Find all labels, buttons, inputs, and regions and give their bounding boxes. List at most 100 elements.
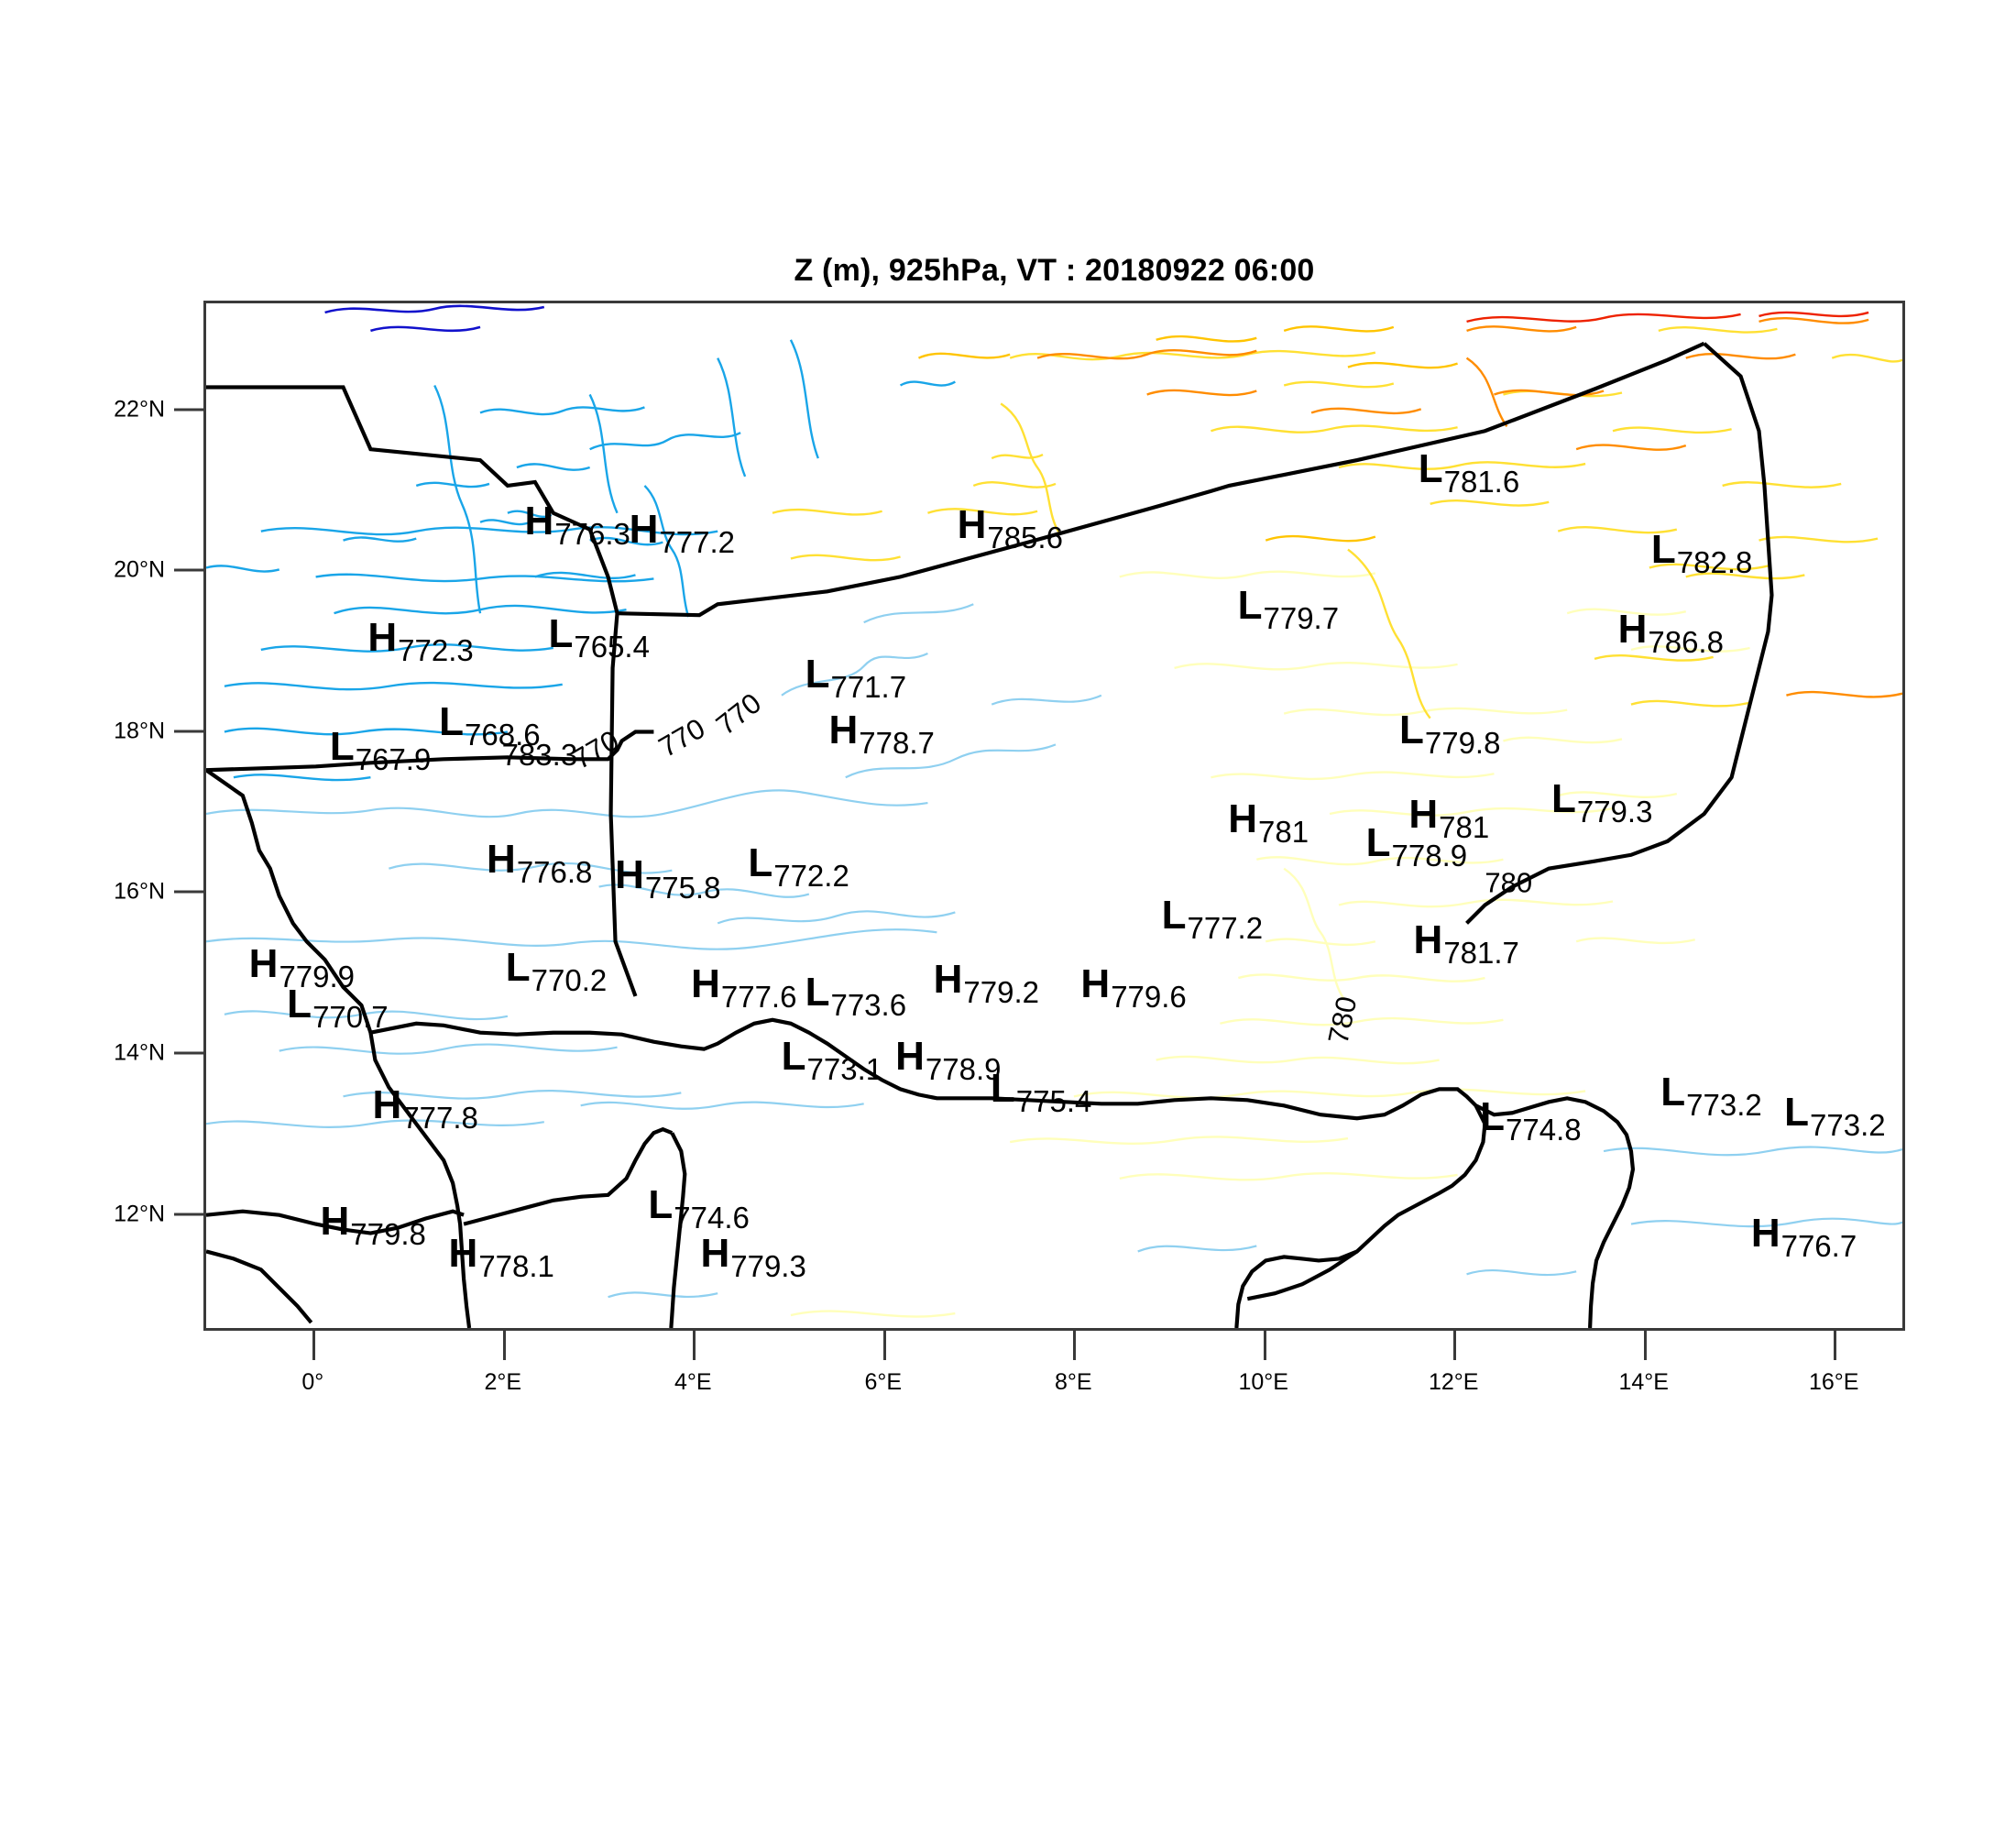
extremum-symbol: H xyxy=(895,1033,925,1079)
extremum-symbol: H xyxy=(448,1230,478,1276)
extremum-value: 779.8 xyxy=(350,1216,426,1251)
extremum-value: 765.4 xyxy=(574,629,650,664)
extremum-symbol: H xyxy=(933,957,963,1003)
y-axis-tick-label: 22°N xyxy=(114,396,165,423)
extremum-value: 778.1 xyxy=(478,1248,554,1283)
low-center-label: L773.1 xyxy=(781,1033,882,1084)
y-axis-tick-mark xyxy=(174,890,203,894)
page-title: Z (m), 925hPa, VT : 20180922 06:00 xyxy=(794,253,1315,288)
low-center-label: L782.8 xyxy=(1651,529,1752,577)
high-center-label: H776.7 xyxy=(1751,1213,1857,1262)
high-center-label: H779.6 xyxy=(1080,960,1186,1012)
extremum-value: 779.7 xyxy=(1263,601,1340,636)
extremum-symbol: L xyxy=(1237,583,1263,629)
x-axis-tick-mark xyxy=(1263,1331,1266,1360)
extremum-value: 786.8 xyxy=(1648,625,1724,660)
high-center-label: H786.8 xyxy=(1617,607,1724,658)
contour-value-label: 780 xyxy=(1485,866,1533,899)
extremum-value: 776.8 xyxy=(516,854,593,889)
extremum-value: 772.2 xyxy=(773,859,849,894)
x-axis-tick-mark xyxy=(693,1331,696,1360)
extremum-value: 779.2 xyxy=(963,975,1039,1010)
low-center-label: L770.2 xyxy=(506,948,607,996)
extremum-value: 778.7 xyxy=(859,726,935,761)
extremum-symbol: L xyxy=(1480,1093,1506,1139)
x-axis-tick-mark xyxy=(1643,1331,1647,1360)
extremum-symbol: L xyxy=(748,840,773,886)
extremum-value: 777.6 xyxy=(720,979,797,1014)
extremum-value: 768.6 xyxy=(465,718,541,752)
y-axis-tick-label: 20°N xyxy=(114,556,165,583)
contour-group-gold xyxy=(917,325,1458,543)
extremum-symbol: L xyxy=(1550,775,1576,821)
high-center-label: H781.7 xyxy=(1414,919,1519,968)
extremum-value: 777.8 xyxy=(402,1100,478,1135)
high-center-label: H777.2 xyxy=(630,509,735,557)
extremum-symbol: H xyxy=(524,498,554,543)
extremum-symbol: L xyxy=(648,1182,674,1228)
extremum-symbol: H xyxy=(691,960,720,1006)
extremum-symbol: H xyxy=(1617,607,1648,653)
x-axis-tick-label: 14°E xyxy=(1618,1369,1669,1395)
y-axis-tick-label: 16°N xyxy=(114,878,165,905)
map-contours xyxy=(206,304,1902,1328)
extremum-symbol: L xyxy=(1398,708,1424,753)
extremum-value: 776.3 xyxy=(554,516,630,551)
extremum-value: 779.6 xyxy=(1111,979,1187,1014)
extremum-value: 777.2 xyxy=(1187,911,1264,946)
low-center-label: L773.6 xyxy=(805,971,906,1020)
high-center-label: H779.3 xyxy=(700,1233,805,1281)
high-center-label: H781 xyxy=(1408,795,1489,843)
x-axis-tick-mark xyxy=(502,1331,506,1360)
extremum-symbol: L xyxy=(1365,820,1391,866)
extremum-symbol: H xyxy=(1228,796,1258,841)
extremum-value: 770.7 xyxy=(312,999,389,1034)
high-center-label: H778.1 xyxy=(448,1230,554,1281)
extremum-symbol: H xyxy=(957,502,987,548)
extremum-value: 782.8 xyxy=(1676,544,1753,579)
low-center-label: L773.2 xyxy=(1784,1090,1885,1141)
x-axis-tick-mark xyxy=(1453,1331,1457,1360)
low-center-label: L770.7 xyxy=(287,981,388,1032)
x-axis-tick-mark xyxy=(882,1331,886,1360)
low-center-label: L765.4 xyxy=(548,613,649,662)
high-center-label: H772.3 xyxy=(367,618,473,666)
high-center-label: H779.2 xyxy=(933,957,1039,1008)
x-axis-tick-label: 8°E xyxy=(1054,1369,1092,1395)
x-axis-tick-label: 16°E xyxy=(1808,1369,1859,1395)
extremum-value: 773.6 xyxy=(830,987,907,1022)
extremum-value: 781 xyxy=(1258,814,1309,849)
extremum-value: 776.7 xyxy=(1780,1229,1857,1264)
extremum-symbol: L xyxy=(439,699,465,745)
y-axis-tick-mark xyxy=(174,1051,203,1055)
extremum-symbol: L xyxy=(805,651,830,697)
y-axis-tick-label: 18°N xyxy=(114,718,165,744)
high-center-label: H785.6 xyxy=(957,502,1063,554)
x-axis-tick-label: 12°E xyxy=(1428,1369,1479,1395)
extremum-value: 775.8 xyxy=(644,871,721,906)
low-center-label: L778.9 xyxy=(1365,820,1467,872)
extremum-symbol: H xyxy=(1080,960,1111,1006)
extremum-value: 781.6 xyxy=(1443,464,1520,499)
extremum-value: 774.6 xyxy=(674,1201,750,1235)
extremum-value: 779.3 xyxy=(1576,794,1653,829)
x-axis-tick-label: 10°E xyxy=(1238,1369,1288,1395)
high-center-label: H779.8 xyxy=(320,1201,425,1249)
extremum-value: 773.2 xyxy=(1810,1108,1886,1143)
extremum-value: 767.9 xyxy=(355,741,432,776)
extremum-value: 778.9 xyxy=(925,1051,1002,1086)
low-center-label: L771.7 xyxy=(805,651,906,702)
extremum-symbol: L xyxy=(781,1033,806,1079)
extremum-symbol: L xyxy=(1784,1090,1810,1136)
x-axis-tick-label: 0° xyxy=(301,1369,324,1395)
extremum-value: 774.8 xyxy=(1506,1112,1582,1147)
high-center-label: H776.8 xyxy=(487,839,592,887)
high-center-label: H775.8 xyxy=(615,855,720,904)
extremum-value: 773.2 xyxy=(1686,1088,1762,1123)
low-center-label: L768.6 xyxy=(439,699,540,751)
low-center-label: L774.6 xyxy=(648,1182,749,1234)
low-center-label: L779.8 xyxy=(1398,708,1500,759)
extremum-symbol: L xyxy=(1660,1070,1686,1115)
extremum-symbol: L xyxy=(287,981,312,1026)
